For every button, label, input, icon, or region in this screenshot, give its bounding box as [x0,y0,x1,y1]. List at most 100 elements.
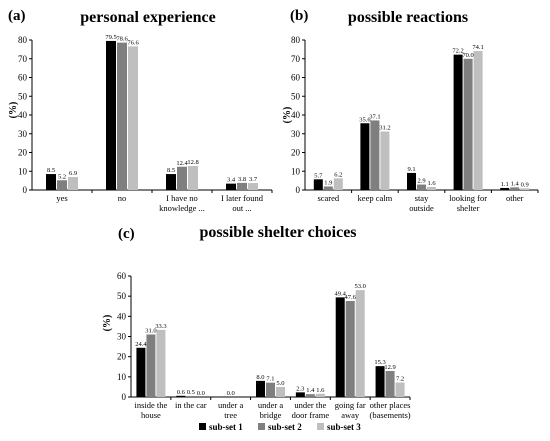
panel-c-title: possible shelter choices [199,224,356,241]
y-tick-label: 40 [291,110,301,120]
bar-subset-1 [166,174,176,190]
legend: sub-set 1 sub-set 2 sub-set 3 [199,422,361,432]
bar-subset-2 [237,182,247,190]
y-tick-label: 0 [122,392,127,402]
data-label: 12.9 [384,364,395,371]
bar-subset-1 [453,54,463,190]
category-label: under a tree [218,400,243,420]
bar-subset-1 [335,297,345,397]
bar-subset-1 [375,366,385,397]
bar-subset-3 [427,187,436,190]
category-label-line: out ... [232,203,251,213]
legend-swatch-subset-2 [258,423,265,430]
data-label: 72.2 [452,48,463,55]
category-label: other places (basements) [370,400,411,420]
bar-subset-3 [355,290,365,397]
data-label: 3.4 [227,177,236,184]
y-tick-label: 80 [18,35,28,45]
data-label: 70.0 [462,52,473,59]
panel-a: (a) personal experience (%) 0 10 20 30 40 50 6… [8,8,273,213]
y-tick-label: 40 [117,311,127,321]
data-label: 1.4 [511,180,520,187]
category-label: scared [317,193,339,203]
panel-a-y-axis-label: (%) [8,102,19,119]
bar-subset-1 [46,174,56,190]
data-label: 1.1 [501,181,509,188]
y-tick-label: 30 [291,129,301,139]
bar-subset-1 [176,395,186,397]
data-label: 1.9 [324,179,332,186]
bar-subset-1 [407,172,416,190]
bar-subset-2 [345,301,355,397]
data-label: 1.4 [306,387,315,394]
category-label-line: door frame [292,410,330,420]
legend-label-subset-2: sub-set 2 [268,422,302,432]
data-label: 33.3 [155,323,166,330]
data-label: 53.0 [355,283,366,290]
category-label: going far away [335,400,366,420]
y-tick-label: 10 [117,372,127,382]
panel-c-y-axis-label: (%) [102,315,113,332]
category-label: stay outside [409,193,434,213]
y-tick-label: 50 [291,91,301,101]
legend-label-subset-3: sub-set 3 [327,422,361,432]
category-label: yes [56,193,67,203]
bar-subset-2 [57,180,67,190]
category-label-line: outside [409,203,434,213]
data-label: 31.2 [379,125,390,132]
y-tick-label: 10 [291,166,301,176]
panel-c-label: (c) [118,226,135,242]
category-label: under the door frame [292,400,330,420]
bar-subset-3 [333,178,343,190]
category-label-line: bridge [260,410,282,420]
legend-swatch-subset-3 [317,423,324,430]
y-tick-label: 20 [18,148,28,158]
category-label-line: shelter [457,203,480,213]
bar-subset-1 [295,392,305,397]
category-label: keep calm [358,193,393,203]
data-label: 9.1 [407,166,415,173]
y-tick-label: 40 [18,110,28,120]
data-label: 12.4 [176,160,188,167]
category-label-line: in the car [175,400,207,410]
data-label: 79.5 [105,34,116,41]
bar-subset-2 [117,42,127,190]
category-label-line: under a [258,400,283,410]
y-tick-label: 0 [296,185,301,195]
category-label-line: tree [224,410,237,420]
category-label: looking for shelter [449,193,487,213]
bar-subset-2 [323,186,333,190]
data-label: 15.3 [374,359,385,366]
data-label: 5.0 [276,380,284,387]
bar-subset-3 [520,188,530,190]
bar-subset-3 [395,382,405,397]
category-label-line: scared [317,193,339,203]
bar-subset-1 [136,347,146,397]
bar-subset-3 [473,51,483,190]
panel-a-label: (a) [8,8,26,24]
data-label: 0.0 [227,390,235,397]
category-label-line: knowledge ... [159,203,205,213]
data-label: 3.7 [249,176,258,183]
bar-subset-1 [500,187,510,190]
bar-subset-1 [360,123,370,190]
bar-subset-2 [186,395,196,397]
legend-swatch-subset-1 [199,423,206,430]
data-label: 49.4 [335,290,347,297]
bar-subset-2 [463,58,473,190]
y-tick-label: 0 [23,185,28,195]
category-label-line: looking for [449,193,487,203]
data-label: 31.0 [145,327,156,334]
y-tick-label: 10 [18,166,28,176]
data-label: 0.0 [197,390,205,397]
bar-subset-3 [128,46,138,190]
bar-subset-3 [315,393,325,397]
category-label: I later found out ... [221,193,264,213]
category-label: I have no knowledge ... [159,193,205,213]
data-label: 8.5 [47,167,55,174]
bar-subset-3 [248,183,258,190]
y-tick-label: 80 [291,35,301,45]
y-tick-label: 30 [117,332,127,342]
bar-subset-2 [177,166,187,190]
data-label: 7.1 [266,376,274,383]
